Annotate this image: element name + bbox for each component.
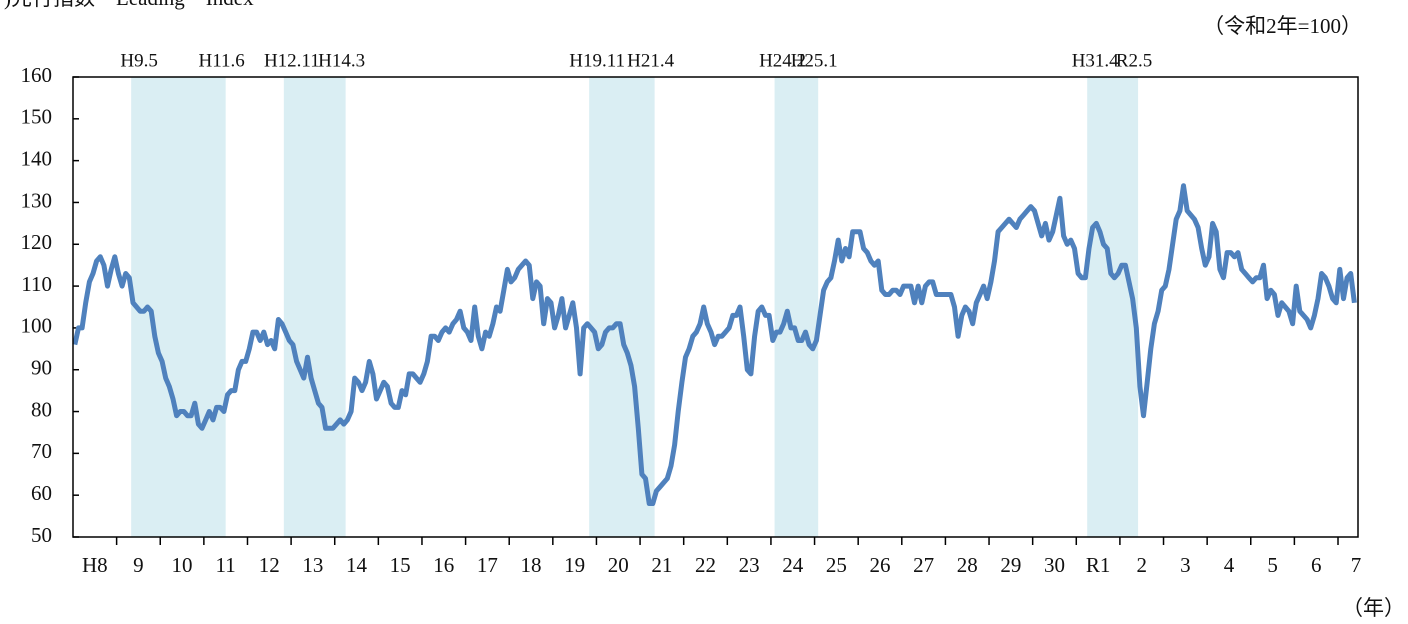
y-tick-label: 80 — [31, 397, 52, 421]
x-unit-label: （年） — [1342, 596, 1405, 620]
x-tick-label: 6 — [1311, 553, 1322, 577]
shade-start-label: H31.4 — [1072, 50, 1119, 71]
chart-title: )先行指数 Leading Index — [4, 0, 254, 10]
x-tick-label: 4 — [1224, 553, 1235, 577]
y-tick-label: 70 — [31, 439, 52, 463]
shade-end-label: H14.3 — [318, 50, 365, 71]
y-tick-label: 110 — [21, 272, 52, 296]
x-tick-label: 7 — [1351, 553, 1362, 577]
x-tick-label: 24 — [782, 553, 804, 577]
y-tick-label: 160 — [21, 63, 53, 87]
x-tick-label: R1 — [1086, 553, 1111, 577]
shade-start-label: H24.2 — [759, 50, 806, 71]
x-tick-label: 15 — [390, 553, 411, 577]
recession-shade — [283, 77, 346, 537]
x-tick-label: 5 — [1267, 553, 1278, 577]
shade-start-label: H19.11 — [569, 50, 625, 71]
x-tick-label: 26 — [869, 553, 890, 577]
shade-end-label: H21.4 — [627, 50, 674, 71]
x-tick-label: 18 — [521, 553, 542, 577]
y-tick-label: 140 — [21, 146, 53, 170]
x-tick-label: 20 — [608, 553, 629, 577]
x-tick-label: 13 — [302, 553, 323, 577]
y-tick-label: 130 — [21, 188, 53, 212]
shade-end-label: R2.5 — [1116, 50, 1152, 71]
x-tick-label: 3 — [1180, 553, 1191, 577]
x-tick-label: 25 — [826, 553, 847, 577]
x-tick-label: 16 — [433, 553, 454, 577]
x-tick-label: 17 — [477, 553, 498, 577]
x-tick-label: 23 — [739, 553, 760, 577]
x-tick-label: 2 — [1136, 553, 1147, 577]
shade-end-label: H25.1 — [791, 50, 838, 71]
y-tick-label: 100 — [21, 314, 53, 338]
series-line — [72, 183, 1357, 506]
shade-start-label: H12.11 — [264, 50, 320, 71]
x-tick-label: 22 — [695, 553, 716, 577]
shade-start-label: H9.5 — [120, 50, 157, 71]
shade-end-label: H11.6 — [199, 50, 245, 71]
x-tick-label: 19 — [564, 553, 585, 577]
x-tick-label: 21 — [651, 553, 672, 577]
y-tick-label: 150 — [21, 105, 53, 129]
unit-label: （令和2年=100） — [1203, 14, 1362, 38]
x-tick-label: 10 — [172, 553, 193, 577]
x-tick-label: 30 — [1044, 553, 1065, 577]
x-tick-label: 9 — [133, 553, 144, 577]
x-tick-label: 14 — [346, 553, 368, 577]
y-tick-label: 50 — [31, 523, 52, 547]
recession-shade — [774, 77, 819, 537]
recession-shade — [589, 77, 655, 537]
x-tick-label: 11 — [216, 553, 236, 577]
x-tick-label: 12 — [259, 553, 280, 577]
x-tick-label: 27 — [913, 553, 934, 577]
y-tick-label: 120 — [21, 230, 53, 254]
x-tick-label: 29 — [1000, 553, 1021, 577]
x-tick-label: H8 — [82, 553, 108, 577]
recession-shade — [1087, 77, 1139, 537]
y-tick-label: 90 — [31, 356, 52, 380]
plot-frame — [72, 76, 1359, 538]
y-tick-label: 60 — [31, 481, 52, 505]
x-tick-label: 28 — [957, 553, 978, 577]
